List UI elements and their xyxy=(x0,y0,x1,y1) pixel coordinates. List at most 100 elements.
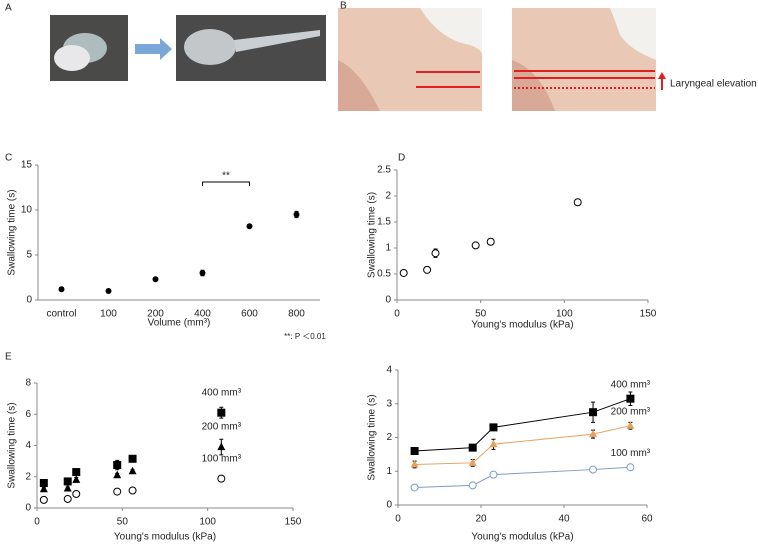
point xyxy=(63,483,72,492)
y-tick-label: 1.5 xyxy=(377,217,391,228)
point xyxy=(217,474,226,483)
point xyxy=(199,270,206,276)
point xyxy=(626,463,635,472)
point xyxy=(626,394,635,403)
point xyxy=(410,447,419,455)
x-tick-label: 800 xyxy=(288,309,305,320)
x-tick-label: control xyxy=(46,309,76,320)
y-axis-label: Swallowing time (s) xyxy=(7,402,18,488)
annotation: Laryngeal elevation xyxy=(670,79,757,90)
point xyxy=(63,477,72,486)
y-tick-label: 15 xyxy=(21,160,33,171)
point xyxy=(589,465,598,474)
legend-label: 200 mm³ xyxy=(202,422,242,433)
y-tick-label: 4 xyxy=(25,440,31,451)
x-tick-label: 0 xyxy=(34,517,40,528)
panel-label: D xyxy=(398,153,405,164)
point xyxy=(423,265,432,274)
point xyxy=(410,460,419,468)
series-line xyxy=(414,398,631,452)
significance-bracket xyxy=(202,181,250,186)
x-tick-label: 0 xyxy=(394,309,400,320)
point xyxy=(468,481,477,490)
y-axis-label: Swallowing time (s) xyxy=(367,394,378,480)
arrow xyxy=(135,38,172,60)
x-tick-label: 150 xyxy=(640,309,657,320)
point xyxy=(128,454,137,463)
point xyxy=(63,494,72,503)
y-tick-label: 2 xyxy=(386,432,392,443)
x-axis-label: Volume (mm³) xyxy=(148,318,211,329)
point xyxy=(573,198,582,207)
significance: ** xyxy=(222,171,230,182)
panel-label: B xyxy=(340,1,347,12)
point xyxy=(39,484,48,493)
y-axis-label: Swallowing time (s) xyxy=(367,192,378,278)
point xyxy=(293,211,300,218)
legend-label: 200 mm³ xyxy=(611,406,651,417)
point xyxy=(471,241,480,250)
y-tick-label: 0 xyxy=(385,295,391,306)
spoon-handle xyxy=(234,30,320,52)
point xyxy=(128,486,137,495)
y-tick-label: 2 xyxy=(25,471,31,482)
x-tick-label: 50 xyxy=(117,517,129,528)
point xyxy=(105,288,112,294)
x-axis-label: Young's modulus (kPa) xyxy=(114,532,216,543)
panel-label: E xyxy=(5,352,12,363)
legend-label: 100 mm³ xyxy=(202,453,242,464)
y-tick-label: 4 xyxy=(386,365,392,376)
y-tick-label: 3 xyxy=(386,398,392,409)
legend-label: 100 mm³ xyxy=(611,448,651,459)
x-tick-label: 0 xyxy=(395,514,401,525)
point xyxy=(489,439,498,448)
point xyxy=(246,223,253,230)
y-tick-label: 1 xyxy=(385,243,391,254)
x-tick-label: 60 xyxy=(641,514,653,525)
point xyxy=(468,458,477,466)
x-tick-label: 100 xyxy=(100,309,117,320)
point xyxy=(410,483,419,492)
point xyxy=(39,479,48,487)
point xyxy=(128,466,137,475)
x-tick-label: 50 xyxy=(475,309,487,320)
y-tick-label: 0 xyxy=(386,500,392,511)
legend-label: 400 mm³ xyxy=(611,379,651,390)
point xyxy=(489,470,498,479)
y-tick-label: 5 xyxy=(26,250,32,261)
point xyxy=(113,470,122,479)
point xyxy=(72,489,81,498)
point xyxy=(486,237,495,246)
y-tick-label: 0.5 xyxy=(377,269,391,280)
point xyxy=(152,276,159,283)
series-line xyxy=(414,425,631,465)
point xyxy=(217,442,226,451)
x-tick-label: 200 xyxy=(147,309,164,320)
x-tick-label: 400 xyxy=(194,309,211,320)
point xyxy=(72,475,81,483)
elevation-arrowhead xyxy=(658,72,666,79)
y-axis-label: Swallowing time (s) xyxy=(7,189,18,275)
x-tick-label: 40 xyxy=(558,514,570,525)
spoon xyxy=(184,29,236,65)
note: **: P ＜0.01 xyxy=(284,332,326,341)
point xyxy=(626,421,635,429)
x-tick-label: 150 xyxy=(285,517,302,528)
x-tick-label: 100 xyxy=(199,517,216,528)
shadow xyxy=(512,60,555,111)
point xyxy=(468,443,477,452)
point xyxy=(113,487,122,496)
point xyxy=(399,268,408,277)
y-tick-label: 10 xyxy=(21,205,33,216)
point xyxy=(39,495,48,504)
y-tick-label: 6 xyxy=(25,409,31,420)
background xyxy=(338,8,483,60)
shadow xyxy=(338,60,380,111)
y-tick-label: 2.5 xyxy=(377,165,391,176)
glove xyxy=(54,45,90,71)
series-line xyxy=(414,466,631,488)
point xyxy=(589,408,598,417)
point xyxy=(217,408,226,417)
legend-label: 400 mm³ xyxy=(202,387,242,398)
